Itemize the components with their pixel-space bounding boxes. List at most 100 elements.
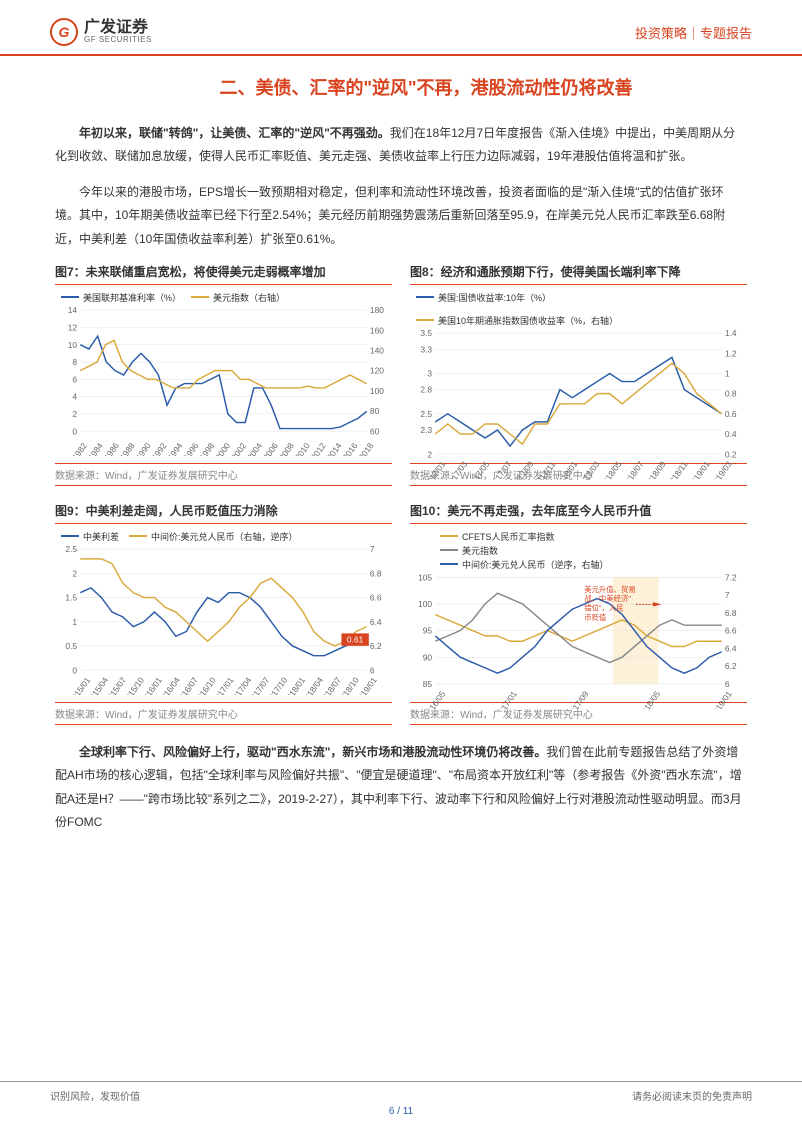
svg-text:0.4: 0.4: [725, 429, 737, 439]
legend-label: 美元指数: [462, 544, 498, 557]
charts-row-1: 图7：未来联储重启宽松，将使得美元走弱概率增加 美国联邦基准利率（%） 美元指数…: [55, 263, 747, 496]
svg-text:2: 2: [72, 568, 77, 578]
logo: G 广发证券 GF SECURITIES: [50, 18, 152, 46]
svg-text:2018/11: 2018/11: [664, 459, 690, 479]
page-header: G 广发证券 GF SECURITIES 投资策略｜专题报告: [0, 0, 802, 56]
svg-text:2018: 2018: [356, 441, 375, 456]
svg-text:0.2: 0.2: [725, 449, 737, 459]
chart-8: 图8：经济和通胀预期下行，使得美国长端利率下降 美国:国债收益率:10年（%） …: [410, 263, 747, 496]
chart-9-area: 中美利差 中间价:美元兑人民币（右轴，逆序） 00.511.522.566.26…: [55, 523, 392, 703]
legend-label: 美元指数（右轴）: [213, 291, 285, 304]
svg-text:14: 14: [68, 306, 78, 315]
svg-text:2019/01: 2019/01: [686, 459, 712, 479]
chart-10-title: 图10：美元不再走强，去年底至今人民币升值: [410, 502, 747, 519]
legend-line-icon: [129, 535, 147, 537]
footer-left: 识别风险，发现价值: [50, 1088, 140, 1103]
chart-7-area: 美国联邦基准利率（%） 美元指数（右轴） 0246810121460801001…: [55, 284, 392, 464]
legend-line-icon: [61, 535, 79, 537]
legend-label: 中间价:美元兑人民币（逆序，右轴）: [462, 558, 609, 571]
svg-text:2018/07: 2018/07: [620, 459, 646, 479]
legend-line-icon: [440, 563, 458, 565]
chart-7: 图7：未来联储重启宽松，将使得美元走弱概率增加 美国联邦基准利率（%） 美元指数…: [55, 263, 392, 496]
legend-line-icon: [61, 296, 79, 298]
svg-text:6: 6: [725, 679, 730, 689]
svg-text:12: 12: [68, 323, 78, 333]
legend-item: 美国联邦基准利率（%）: [61, 291, 181, 304]
svg-text:8: 8: [72, 357, 77, 367]
svg-text:2019/01: 2019/01: [708, 689, 734, 709]
svg-text:0.6: 0.6: [725, 409, 737, 419]
legend-item: 美国10年期通胀指数国债收益率（%，右轴）: [416, 314, 618, 327]
chart-9-legend: 中美利差 中间价:美元兑人民币（右轴，逆序）: [55, 528, 392, 545]
logo-cn: 广发证券: [84, 19, 152, 37]
svg-text:1.2: 1.2: [725, 348, 737, 358]
svg-text:3.3: 3.3: [420, 344, 432, 354]
para-3: 全球利率下行、风险偏好上行，驱动"西水东流"，新兴市场和港股流动性环境仍将改善。…: [55, 741, 747, 835]
legend-label: 美国:国债收益率:10年（%）: [438, 291, 551, 304]
chart-7-title: 图7：未来联储重启宽松，将使得美元走弱概率增加: [55, 263, 392, 280]
footer-right: 请务必阅读末页的免责声明: [632, 1088, 752, 1103]
svg-text:3.5: 3.5: [420, 329, 432, 338]
svg-text:95: 95: [423, 626, 433, 636]
svg-text:0.61: 0.61: [347, 635, 364, 645]
legend-item: 美元指数（右轴）: [191, 291, 285, 304]
legend-label: 美国10年期通胀指数国债收益率（%，右轴）: [438, 314, 618, 327]
svg-text:100: 100: [370, 386, 384, 396]
svg-text:100: 100: [418, 599, 432, 609]
chart-10: 图10：美元不再走强，去年底至今人民币升值 CFETS人民币汇率指数 美元指数 …: [410, 502, 747, 735]
legend-line-icon: [416, 319, 434, 321]
footer-row: 识别风险，发现价值 请务必阅读末页的免责声明: [50, 1082, 752, 1103]
logo-text: 广发证券 GF SECURITIES: [84, 19, 152, 45]
chart-8-area: 美国:国债收益率:10年（%） 美国10年期通胀指数国债收益率（%，右轴） 22…: [410, 284, 747, 464]
svg-text:2017/01: 2017/01: [422, 459, 448, 479]
svg-text:6: 6: [72, 374, 77, 384]
doc-type: 投资策略｜专题报告: [635, 23, 752, 42]
chart-7-source: 数据来源：Wind，广发证券发展研究中心: [55, 464, 392, 486]
svg-text:2017/09: 2017/09: [565, 689, 591, 709]
svg-text:2.5: 2.5: [420, 409, 432, 419]
svg-text:6.2: 6.2: [725, 661, 737, 671]
chart-10-legend: CFETS人民币汇率指数 美元指数 中间价:美元兑人民币（逆序，右轴）: [410, 528, 747, 573]
svg-text:2.3: 2.3: [420, 425, 432, 435]
legend-label: CFETS人民币汇率指数: [462, 530, 555, 543]
legend-line-icon: [440, 549, 458, 551]
svg-text:2017/07: 2017/07: [488, 459, 514, 479]
svg-text:2018/09: 2018/09: [642, 459, 668, 479]
svg-text:2017/01: 2017/01: [493, 689, 519, 709]
para-2: 今年以来的港股市场，EPS增长一致预期相对稳定，但利率和流动性环境改善，投资者面…: [55, 181, 747, 251]
chart-8-legend: 美国:国债收益率:10年（%） 美国10年期通胀指数国债收益率（%，右轴）: [410, 289, 747, 329]
legend-label: 中间价:美元兑人民币（右轴，逆序）: [151, 530, 298, 543]
chart-8-svg: 22.32.52.833.33.50.20.40.60.811.21.42017…: [410, 329, 747, 479]
svg-text:85: 85: [423, 679, 433, 689]
svg-text:4: 4: [72, 392, 77, 402]
svg-text:80: 80: [370, 406, 380, 416]
legend-item: 中间价:美元兑人民币（逆序，右轴）: [440, 558, 609, 571]
svg-text:2017/11: 2017/11: [532, 459, 558, 479]
svg-text:7: 7: [725, 590, 730, 600]
chart-9-source: 数据来源：Wind，广发证券发展研究中心: [55, 703, 392, 725]
svg-text:7.2: 7.2: [725, 573, 737, 582]
svg-text:0.8: 0.8: [725, 389, 737, 399]
chart-8-title: 图8：经济和通胀预期下行，使得美国长端利率下降: [410, 263, 747, 280]
svg-text:1: 1: [72, 617, 77, 627]
chart-9-title: 图9：中美利差走阔，人民币贬值压力消除: [55, 502, 392, 519]
chart-7-svg: 0246810121460801001201401601801982198419…: [55, 306, 392, 456]
legend-label: 美国联邦基准利率（%）: [83, 291, 181, 304]
svg-text:6.8: 6.8: [370, 568, 382, 578]
svg-text:2.8: 2.8: [420, 385, 432, 395]
svg-text:6.4: 6.4: [370, 617, 382, 627]
content: 二、美债、汇率的"逆风"不再，港股流动性仍将改善 年初以来，联储"转鸽"，让美债…: [0, 56, 802, 835]
svg-text:2019/03: 2019/03: [708, 459, 734, 479]
svg-text:2018/01: 2018/01: [554, 459, 580, 479]
svg-text:1.5: 1.5: [65, 593, 77, 603]
chart-7-legend: 美国联邦基准利率（%） 美元指数（右轴）: [55, 289, 392, 306]
svg-text:6.6: 6.6: [370, 593, 382, 603]
legend-item: 中间价:美元兑人民币（右轴，逆序）: [129, 530, 298, 543]
svg-text:0: 0: [72, 426, 77, 436]
svg-text:0.5: 0.5: [65, 641, 77, 651]
svg-text:2016/05: 2016/05: [422, 689, 448, 709]
para-3-bold: 全球利率下行、风险偏好上行，驱动"西水东流"，新兴市场和港股流动性环境仍将改善。: [79, 745, 546, 759]
svg-text:3: 3: [427, 369, 432, 379]
chart-9: 图9：中美利差走阔，人民币贬值压力消除 中美利差 中间价:美元兑人民币（右轴，逆…: [55, 502, 392, 735]
logo-en: GF SECURITIES: [84, 36, 152, 45]
